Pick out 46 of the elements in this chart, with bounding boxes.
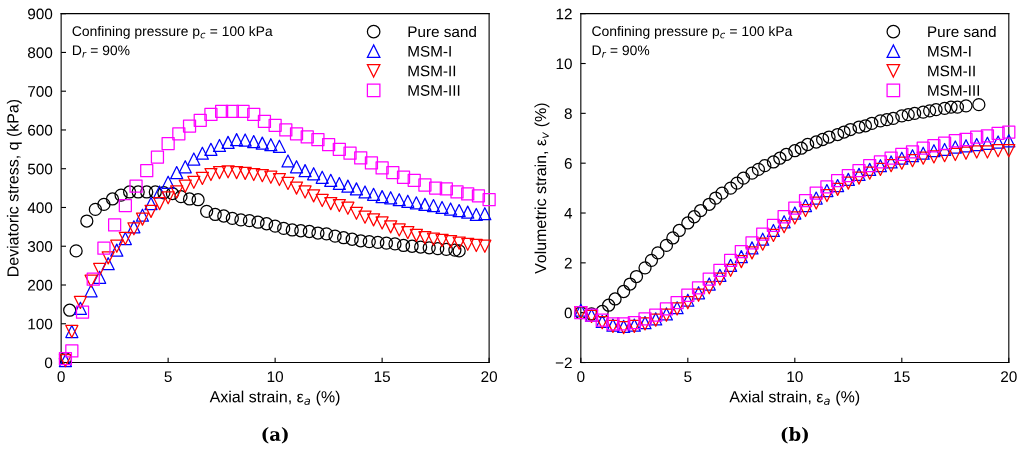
- y-tick-label: 12: [556, 8, 572, 20]
- y-tick-label: −2: [555, 357, 572, 369]
- x-tick-label: 20: [481, 371, 498, 383]
- x-tick-label: 10: [267, 371, 284, 383]
- y-tick-label: 800: [27, 47, 53, 59]
- y-tick-label: 300: [27, 241, 53, 252]
- y-tick-label: 6: [564, 158, 572, 169]
- y-tick-label: 900: [28, 8, 53, 20]
- y-tick-label: 0: [564, 307, 572, 319]
- y-tick-label: 100: [28, 318, 53, 330]
- annotation: Confining pressure p$_{c}$ = 100 kPa: [72, 25, 273, 39]
- legend-label: MSM-I: [928, 45, 971, 57]
- x-axis-title: Axial strain, ε$_{a}$ (%): [729, 390, 860, 406]
- x-tick-label: 5: [684, 371, 692, 383]
- x-tick-label: 0: [577, 371, 585, 383]
- x-tick-label: 20: [1001, 371, 1017, 383]
- y-tick-label: 4: [564, 208, 573, 219]
- legend-label: Pure sand: [928, 25, 996, 38]
- y-tick-label: 8: [564, 108, 572, 120]
- annotation: D$_{r}$ = 90%: [592, 45, 650, 58]
- x-tick-label: 0: [57, 371, 65, 383]
- y-tick-label: 10: [556, 58, 572, 70]
- legend-label: MSM-II: [408, 65, 456, 77]
- legend-label: MSM-I: [408, 45, 451, 57]
- text: (b): [781, 427, 808, 444]
- legend-label: Pure sand: [408, 25, 476, 38]
- y-axis-title: Volumetric strain, ε$_{v}$ (%): [534, 103, 550, 274]
- legend-label: MSM-II: [928, 65, 975, 77]
- x-tick-label: 5: [164, 371, 172, 383]
- annotation: Confining pressure p$_{c}$ = 100 kPa: [592, 25, 793, 39]
- y-tick-label: 600: [28, 124, 53, 136]
- y-tick-label: 2: [564, 257, 572, 269]
- annotation: D$_{r}$ = 90%: [72, 45, 130, 58]
- y-axis-title: Deviatoric stress, q (kPa): [6, 99, 22, 276]
- y-tick-label: 500: [27, 163, 53, 175]
- legend-label: MSM-III: [408, 85, 460, 96]
- x-axis-title: Axial strain, ε$_{a}$ (%): [209, 390, 340, 406]
- x-tick-label: 15: [374, 371, 390, 383]
- x-tick-label: 10: [787, 371, 803, 383]
- y-tick-label: 0: [44, 357, 53, 369]
- legend-label: MSM-III: [928, 85, 979, 96]
- x-tick-label: 15: [894, 371, 910, 383]
- text: (a): [262, 427, 288, 444]
- y-tick-label: 700: [28, 86, 53, 97]
- y-tick-label: 400: [27, 202, 53, 214]
- y-tick-label: 200: [28, 279, 53, 291]
